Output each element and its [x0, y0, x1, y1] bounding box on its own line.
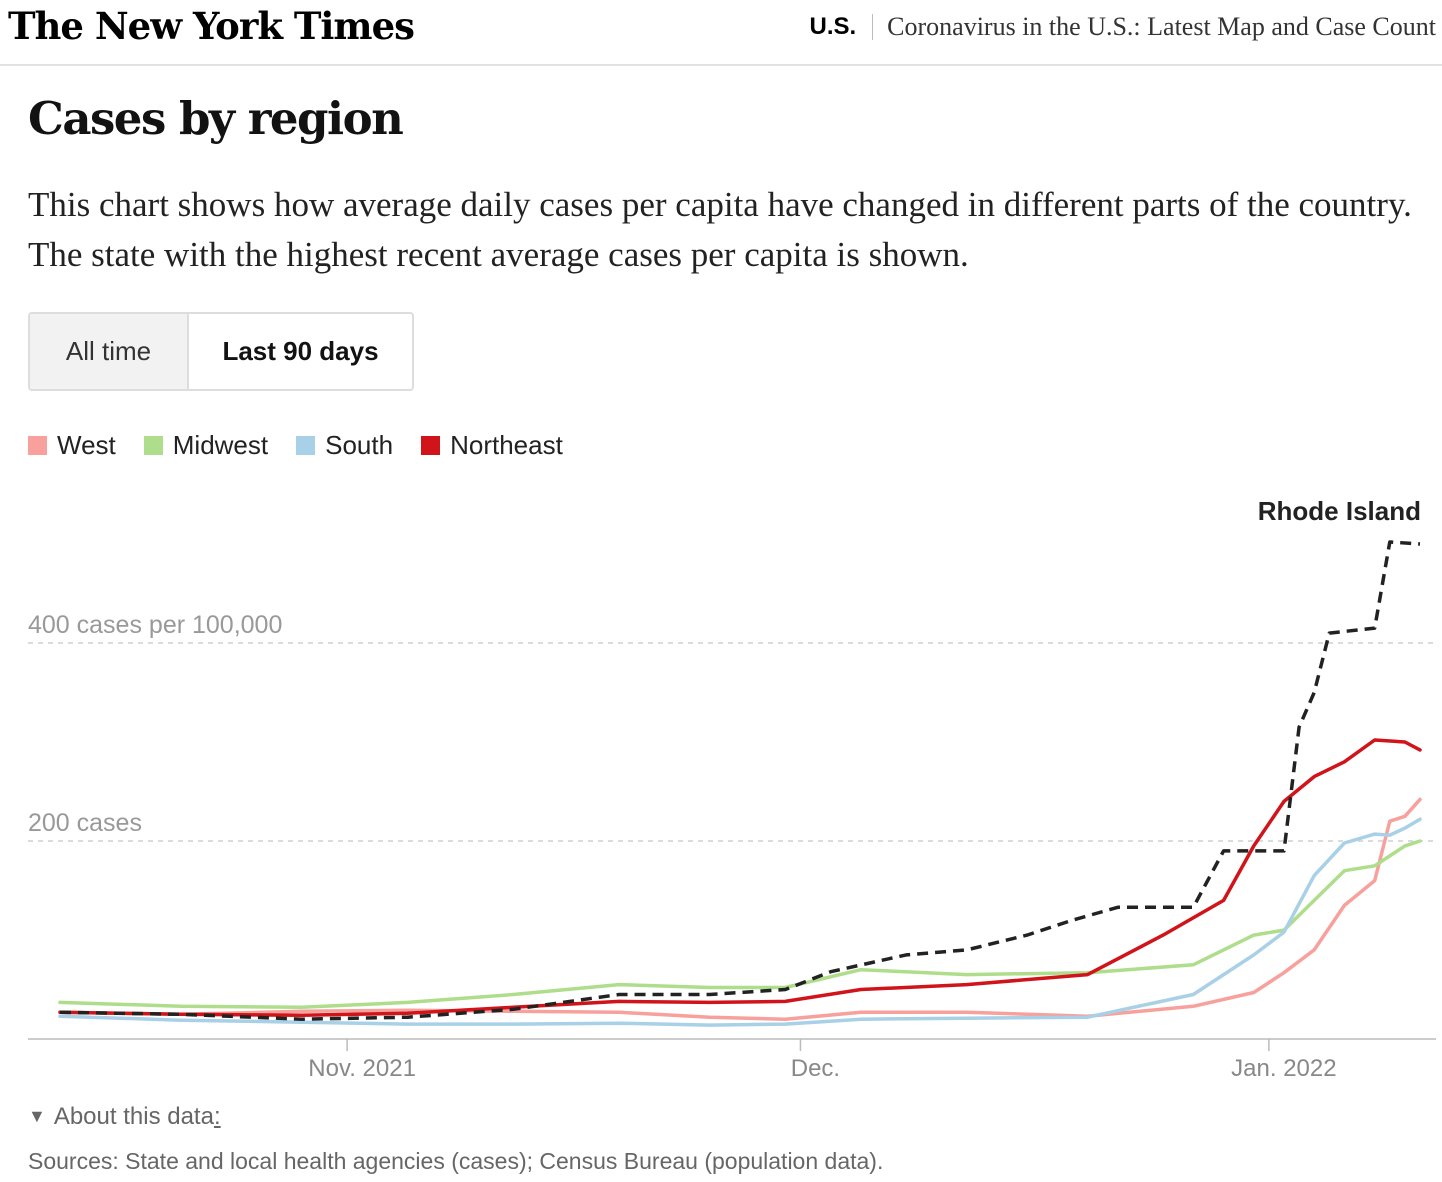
- about-this-data-toggle[interactable]: ▼ About this data:: [28, 1103, 221, 1131]
- chart-title: Cases by region: [28, 92, 404, 145]
- series-line-northeast: [58, 738, 1422, 1017]
- legend-label: Midwest: [172, 430, 269, 460]
- y-tick-label: 400 cases per 100,000: [28, 611, 282, 639]
- series-line-midwest: [58, 839, 1422, 1010]
- sources-note: Sources: State and local health agencies…: [28, 1148, 884, 1174]
- chart-description: This chart shows how average daily cases…: [28, 185, 1412, 274]
- header-divider: [872, 14, 874, 40]
- site-header: The New York Times U.S. Coronavirus in t…: [0, 0, 1442, 66]
- legend-item-midwest: Midwest: [143, 430, 269, 461]
- legend-item-south: South: [296, 430, 393, 461]
- chart-legend: West Midwest South Northeast: [28, 430, 591, 461]
- x-tick-label: Jan. 2022: [1231, 1055, 1336, 1082]
- triangle-down-icon: ▼: [28, 1106, 46, 1126]
- legend-label: South: [325, 430, 394, 460]
- highlight-label: Rhode Island: [1258, 496, 1421, 526]
- section-link[interactable]: U.S.: [809, 13, 857, 40]
- x-tick-label: Dec.: [791, 1055, 840, 1082]
- header-nav: U.S. Coronavirus in the U.S.: Latest Map…: [809, 12, 1436, 42]
- legend-swatch: [421, 436, 441, 455]
- series-line-south: [58, 817, 1422, 1027]
- nyt-logo[interactable]: The New York Times: [8, 4, 415, 48]
- legend-item-west: West: [28, 430, 116, 461]
- y-tick-label: 200 cases: [28, 809, 142, 837]
- article-title-link[interactable]: Coronavirus in the U.S.: Latest Map and …: [887, 12, 1436, 41]
- highlight-line-rhode-island: [59, 540, 1421, 1021]
- legend-item-northeast: Northeast: [421, 430, 563, 461]
- legend-swatch: [28, 436, 47, 455]
- legend-swatch: [143, 436, 163, 455]
- about-suffix: :: [213, 1103, 221, 1130]
- cases-line-chart: 400 cases per 100,000 200 cases Nov. 2021 D…: [28, 496, 1436, 1082]
- series-line-west: [58, 797, 1422, 1021]
- x-tick-label: Nov. 2021: [308, 1055, 416, 1082]
- all-time-button[interactable]: All time: [30, 314, 189, 389]
- about-label: About this data: [53, 1103, 214, 1130]
- time-range-toggle: All time Last 90 days: [28, 312, 414, 391]
- legend-label: Northeast: [450, 430, 563, 460]
- last-90-days-button[interactable]: Last 90 days: [189, 314, 412, 389]
- legend-swatch: [296, 436, 316, 455]
- legend-label: West: [57, 430, 116, 460]
